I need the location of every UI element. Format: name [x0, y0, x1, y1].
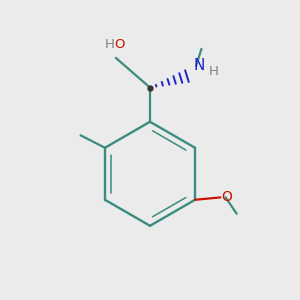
Text: O: O [221, 190, 232, 204]
Text: N: N [194, 58, 206, 73]
Text: O: O [114, 38, 125, 51]
Text: H: H [208, 65, 218, 78]
Text: H: H [104, 38, 114, 51]
